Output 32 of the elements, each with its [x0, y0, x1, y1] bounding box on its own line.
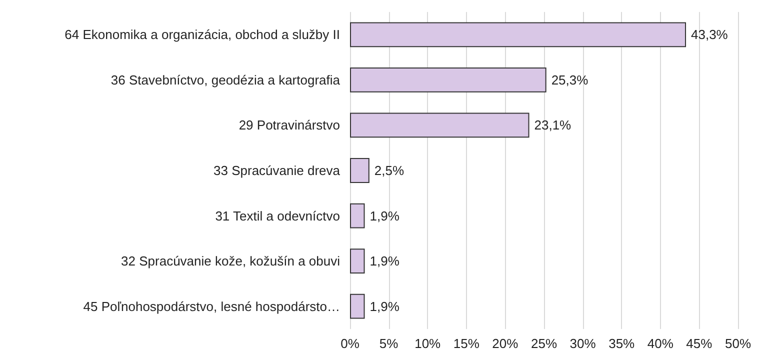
y-tick-label: 32 Spracúvanie kože, kožušín a obuvi	[121, 254, 340, 269]
data-label: 25,3%	[551, 72, 589, 88]
bar	[350, 203, 365, 228]
data-label: 1,9%	[370, 298, 400, 314]
y-tick-label: 45 Poľnohospodárstvo, lesné hospodársto…	[83, 298, 340, 314]
data-label: 2,5%	[374, 163, 404, 178]
x-tick-label: 35%	[608, 336, 636, 351]
data-label: 23,1%	[534, 118, 572, 133]
data-label: 1,9%	[370, 208, 400, 224]
bar	[350, 248, 365, 274]
y-tick-label: 33 Spracúvanie dreva	[214, 163, 341, 178]
x-tick-label: 15%	[453, 336, 480, 351]
x-tick-label: 40%	[647, 336, 674, 351]
y-tick-label: 31 Textil a odevníctvo	[215, 208, 340, 224]
x-tick-label: 5%	[379, 336, 399, 351]
bar	[350, 67, 546, 92]
bar	[350, 112, 530, 138]
x-tick-label: 20%	[492, 336, 519, 351]
bar	[350, 22, 686, 48]
x-tick-label: 45%	[686, 336, 713, 351]
x-tick-label: 10%	[414, 336, 442, 351]
y-tick-label: 64 Ekonomika a organizácia, obchod a služby II	[64, 27, 340, 42]
bar	[350, 294, 365, 319]
y-tick-label: 36 Stavebníctvo, geodézia a kartografia	[110, 72, 341, 88]
x-tick-label: 50%	[724, 336, 752, 351]
y-tick-label: 29 Potravinárstvo	[238, 118, 340, 133]
data-label: 43,3%	[691, 27, 728, 42]
data-label: 1,9%	[370, 254, 400, 269]
bar	[350, 158, 370, 183]
x-tick-label: 30%	[570, 336, 596, 351]
x-tick-label: 0%	[340, 336, 360, 351]
x-tick-label: 25%	[530, 336, 558, 351]
